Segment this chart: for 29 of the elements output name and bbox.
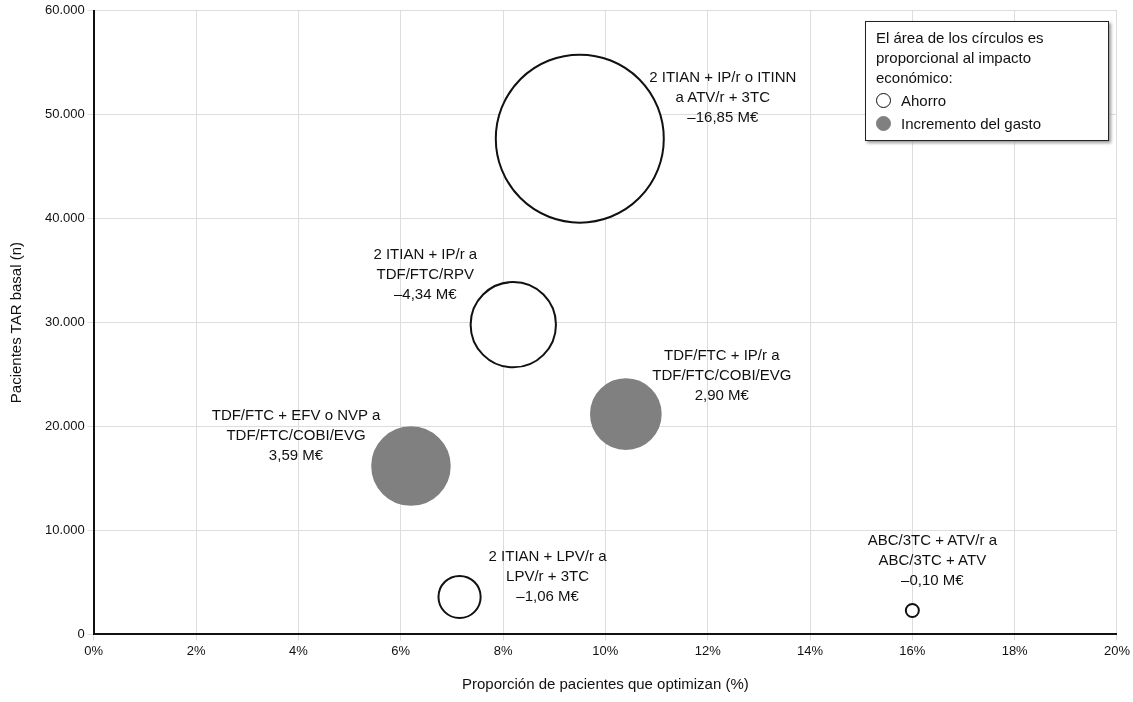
x-tick-label: 8% [493, 642, 513, 658]
y-tick-label: 20.000 [45, 418, 85, 434]
x-tick-label: 12% [694, 642, 722, 658]
data-label: 2 ITIAN + IP/r o ITINN a ATV/r + 3TC –16,85 M€ [649, 67, 797, 125]
y-axis-title: Pacientes TAR basal (n) [7, 242, 25, 404]
x-tick-label: 4% [289, 642, 309, 658]
y-tick-label: 10.000 [45, 522, 85, 538]
y-tick-label: 40.000 [45, 210, 85, 226]
x-tick-label: 14% [797, 642, 824, 658]
y-tick-label: 60.000 [45, 2, 85, 18]
data-label: TDF/FTC + EFV o NVP a TDF/FTC/COBI/EVG 3,59 M€ [211, 406, 381, 464]
y-tick-label: 50.000 [45, 106, 85, 122]
data-label: ABC/3TC + ATV/r a ABC/3TC + ATV –0,10 M€ [867, 530, 998, 588]
x-tick-label: 20% [1103, 642, 1131, 658]
y-tick-label: 30.000 [45, 314, 85, 330]
x-axis-title: Proporción de pacientes que optimizan (%) [461, 675, 749, 693]
x-tick-label: 6% [391, 642, 411, 658]
x-tick-label: 0% [84, 642, 104, 658]
data-label: 2 ITIAN + IP/r a TDF/FTC/RPV –4,34 M€ [373, 244, 478, 302]
legend-label: Ahorro [900, 90, 947, 111]
x-tick-label: 10% [592, 642, 619, 658]
x-tick-label: 16% [899, 642, 926, 658]
x-tick-label: 18% [1001, 642, 1029, 658]
data-label: 2 ITIAN + LPV/r a LPV/r + 3TC –1,06 M€ [488, 547, 608, 605]
legend-title: El área de los círculos es proporcional al impacto económico: [875, 27, 1045, 88]
x-tick-label: 2% [186, 642, 206, 658]
legend-label: Incremento del gasto [900, 113, 1042, 134]
y-tick-label: 0 [77, 625, 85, 641]
data-label: TDF/FTC + IP/r a TDF/FTC/COBI/EVG 2,90 M€ [652, 346, 792, 404]
